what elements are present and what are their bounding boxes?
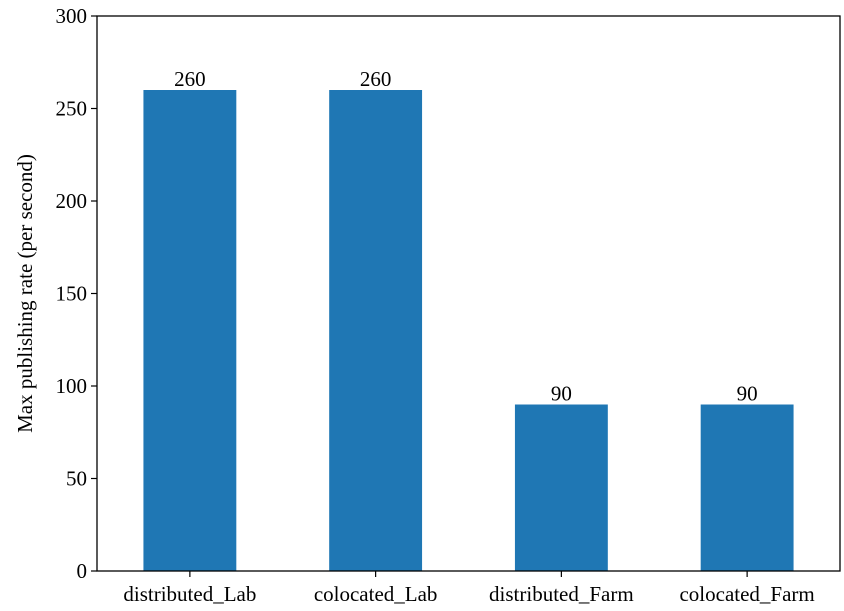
y-tick-label: 150 (56, 282, 88, 306)
y-axis: 0 50 100 150 200 250 300 (56, 4, 97, 583)
x-tick-label: distributed_Lab (123, 582, 256, 606)
x-tick-label: distributed_Farm (489, 582, 634, 606)
y-axis-label: Max publishing rate (per second) (13, 154, 37, 433)
x-tick-label: colocated_Lab (314, 582, 438, 606)
bar-value-label: 90 (737, 382, 758, 406)
x-tick-label: colocated_Farm (679, 582, 814, 606)
bar-distributed_Farm (514, 404, 608, 571)
bar-colocated_Lab (329, 90, 423, 571)
bar-value-label: 260 (174, 67, 206, 91)
y-tick-label: 200 (56, 189, 88, 213)
bar-distributed_Lab (143, 90, 237, 571)
bar-colocated_Farm (700, 404, 794, 571)
y-tick-label: 50 (66, 467, 87, 491)
y-tick-label: 300 (56, 4, 88, 28)
y-tick-label: 250 (56, 97, 88, 121)
bar-value-label: 90 (551, 382, 572, 406)
bar-value-label: 260 (360, 67, 392, 91)
y-tick-label: 0 (77, 559, 88, 583)
x-axis: distributed_Lab colocated_Lab distributed_… (123, 571, 815, 606)
bars-layer: 260 260 90 90 (143, 67, 794, 571)
y-tick-label: 100 (56, 374, 88, 398)
